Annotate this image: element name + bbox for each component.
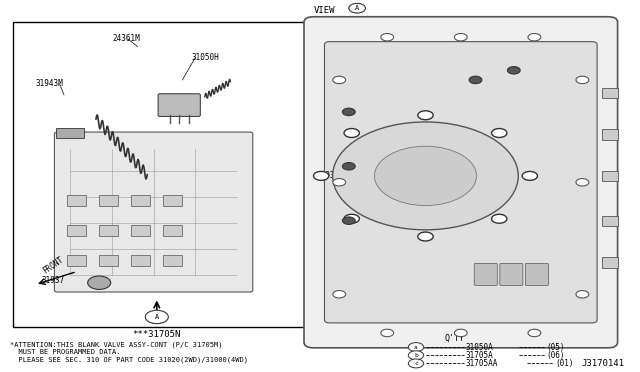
Text: 31705A: 31705A <box>466 351 493 360</box>
FancyBboxPatch shape <box>500 263 523 285</box>
Circle shape <box>408 359 424 368</box>
Text: PLEASE SEE SEC. 310 OF PART CODE 31020(2WD)/31000(4WD): PLEASE SEE SEC. 310 OF PART CODE 31020(2… <box>10 357 248 363</box>
Bar <box>99 195 118 206</box>
Circle shape <box>88 276 111 289</box>
Circle shape <box>469 76 482 84</box>
Text: 31050H: 31050H <box>192 52 220 61</box>
FancyBboxPatch shape <box>56 128 84 138</box>
Circle shape <box>576 179 589 186</box>
FancyBboxPatch shape <box>158 94 200 116</box>
Bar <box>67 195 86 206</box>
Bar <box>67 255 86 266</box>
Circle shape <box>528 33 541 41</box>
Bar <box>163 195 182 206</box>
Circle shape <box>418 111 433 120</box>
Circle shape <box>408 343 424 352</box>
Text: 31943M: 31943M <box>35 78 63 87</box>
Circle shape <box>333 291 346 298</box>
Text: c: c <box>414 361 418 366</box>
Text: J3170141: J3170141 <box>581 359 624 368</box>
Text: 24361M: 24361M <box>112 34 140 43</box>
Text: (05): (05) <box>547 343 565 352</box>
Text: (01): (01) <box>555 359 573 368</box>
Circle shape <box>342 217 355 224</box>
Circle shape <box>342 163 355 170</box>
Text: A: A <box>155 314 159 320</box>
Text: a: a <box>414 344 418 350</box>
Bar <box>13 22 307 327</box>
Circle shape <box>418 232 433 241</box>
Text: MUST BE PROGRAMMED DATA.: MUST BE PROGRAMMED DATA. <box>10 349 120 355</box>
Bar <box>602 171 618 182</box>
Circle shape <box>381 329 394 337</box>
Text: FRONT: FRONT <box>42 255 66 275</box>
Bar <box>131 225 150 236</box>
Circle shape <box>408 351 424 360</box>
Text: VIEW: VIEW <box>314 6 335 15</box>
Circle shape <box>576 76 589 84</box>
Text: 31937: 31937 <box>317 171 340 180</box>
Circle shape <box>349 3 365 13</box>
Circle shape <box>342 108 355 116</box>
Text: Q'TY: Q'TY <box>444 334 465 343</box>
FancyBboxPatch shape <box>304 17 618 348</box>
Bar <box>602 88 618 98</box>
Bar <box>99 255 118 266</box>
Circle shape <box>333 76 346 84</box>
Bar <box>163 255 182 266</box>
Circle shape <box>145 310 168 324</box>
Circle shape <box>344 129 360 138</box>
Circle shape <box>344 214 360 223</box>
FancyBboxPatch shape <box>324 42 597 323</box>
Bar <box>602 257 618 268</box>
Bar <box>131 255 150 266</box>
Text: b: b <box>414 353 418 358</box>
Bar <box>602 129 618 140</box>
Circle shape <box>454 329 467 337</box>
Text: *ATTENTION:THIS BLANK VALVE ASSY-CONT (P/C 31705M): *ATTENTION:THIS BLANK VALVE ASSY-CONT (P… <box>10 341 222 347</box>
Bar <box>67 225 86 236</box>
Bar <box>99 225 118 236</box>
Circle shape <box>381 33 394 41</box>
Circle shape <box>508 67 520 74</box>
Circle shape <box>492 129 507 138</box>
Circle shape <box>522 171 538 180</box>
Bar <box>163 225 182 236</box>
Bar <box>131 195 150 206</box>
Text: 31937: 31937 <box>42 276 65 285</box>
Circle shape <box>374 146 477 206</box>
Bar <box>602 216 618 226</box>
Circle shape <box>314 171 329 180</box>
Circle shape <box>576 291 589 298</box>
Text: A: A <box>355 5 359 11</box>
Circle shape <box>333 122 518 230</box>
FancyBboxPatch shape <box>525 263 548 285</box>
FancyBboxPatch shape <box>54 132 253 292</box>
Text: ***31705N: ***31705N <box>132 330 181 339</box>
Text: (06): (06) <box>547 351 565 360</box>
Text: 31050A: 31050A <box>466 343 493 352</box>
Circle shape <box>454 33 467 41</box>
Circle shape <box>492 214 507 223</box>
FancyBboxPatch shape <box>474 263 497 285</box>
Circle shape <box>528 329 541 337</box>
Text: 31705AA: 31705AA <box>466 359 499 368</box>
Circle shape <box>333 179 346 186</box>
